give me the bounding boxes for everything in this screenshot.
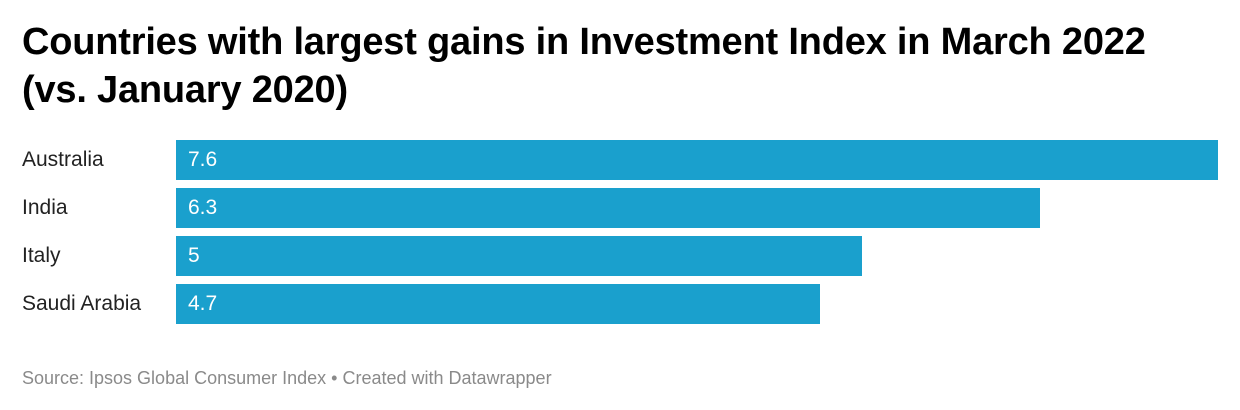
category-label: Australia — [22, 148, 104, 171]
bar — [176, 140, 1218, 180]
bar-value-label: 5 — [188, 244, 200, 267]
chart-title: Countries with largest gains in Investme… — [22, 21, 1146, 111]
bar-value-label: 6.3 — [188, 196, 218, 219]
bar-value-label: 7.6 — [188, 148, 218, 171]
category-label: Saudi Arabia — [22, 292, 142, 315]
bar-value-label: 4.7 — [188, 292, 218, 315]
source-note: Source: Ipsos Global Consumer Index • Cr… — [22, 368, 552, 388]
category-label: Italy — [22, 244, 61, 267]
category-label: India — [22, 196, 68, 219]
bar — [176, 284, 820, 324]
bar — [176, 236, 862, 276]
bar — [176, 188, 1040, 228]
